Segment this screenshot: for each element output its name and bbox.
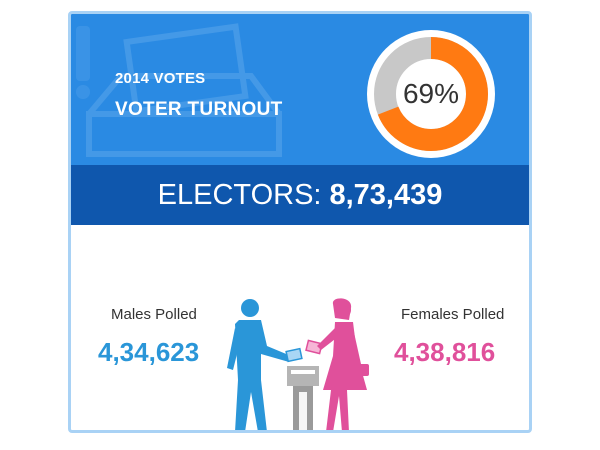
voting-illustration xyxy=(227,298,369,430)
electors-bar: ELECTORS: 8,73,439 xyxy=(71,165,529,225)
females-polled-label: Females Polled xyxy=(401,306,505,323)
page-title: VOTER TURNOUT xyxy=(115,99,283,120)
male-voter-icon xyxy=(227,299,291,430)
ballot-box-icon xyxy=(287,366,319,430)
header-panel: 2014 VOTES VOTER TURNOUT 69% xyxy=(71,14,529,165)
electors-label: ELECTORS: xyxy=(157,178,322,211)
election-year-label: 2014 VOTES xyxy=(115,70,206,87)
donut-fill xyxy=(374,37,488,151)
female-voter-icon xyxy=(317,298,369,430)
males-polled-label: Males Polled xyxy=(111,306,197,323)
turnout-percent: 69% xyxy=(402,78,460,109)
electors-value: 8,73,439 xyxy=(329,178,443,211)
voter-turnout-card: 2014 VOTES VOTER TURNOUT 69% ELECTORS: 8… xyxy=(68,11,532,433)
males-polled-value: 4,34,623 xyxy=(98,337,200,367)
male-ballot-icon xyxy=(285,347,303,363)
females-polled-value: 4,38,816 xyxy=(394,337,496,367)
ballot-box-watermark-icon xyxy=(76,23,282,157)
turnout-donut-chart xyxy=(367,30,495,158)
